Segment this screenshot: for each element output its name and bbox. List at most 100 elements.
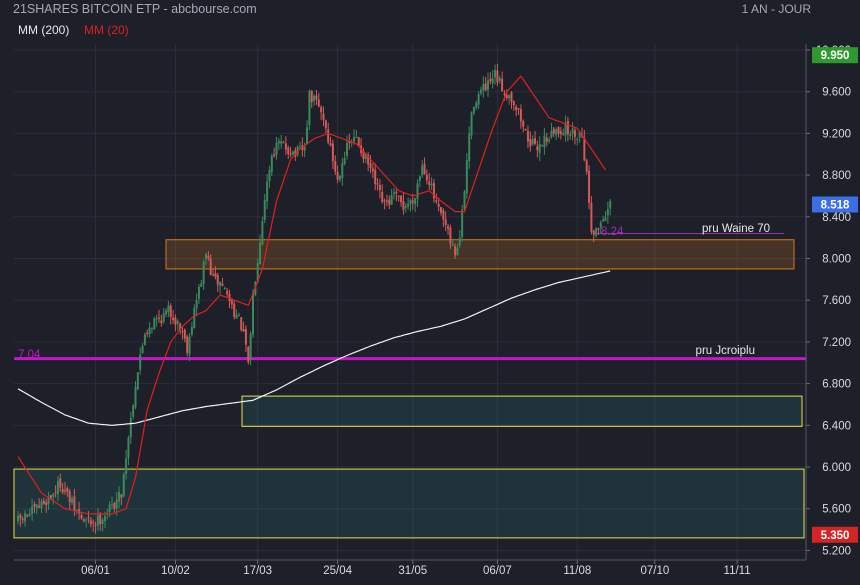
- candle-body: [282, 142, 285, 144]
- candle-body: [505, 95, 508, 99]
- candle-body: [306, 127, 309, 145]
- candle-body: [183, 329, 186, 339]
- candle-body: [64, 490, 66, 492]
- candle-body: [336, 171, 339, 180]
- candle-body: [404, 206, 407, 208]
- candle-body: [548, 139, 551, 142]
- y-tick-label: 9.200: [822, 128, 851, 140]
- candle-body: [477, 94, 480, 105]
- candle-body: [322, 113, 325, 120]
- candle-body: [259, 242, 262, 265]
- candle-body: [369, 163, 372, 169]
- candle-body: [494, 69, 497, 78]
- candle-body: [425, 174, 428, 181]
- candle-body: [197, 286, 200, 299]
- candle-body: [19, 515, 22, 519]
- candle-body: [275, 142, 278, 156]
- candle-body: [400, 195, 403, 203]
- candle-body: [21, 518, 24, 520]
- candle-body: [531, 138, 534, 145]
- horizontal-line-layer: [14, 232, 806, 361]
- candle-body: [280, 141, 283, 144]
- x-tick-label: 06/07: [483, 565, 512, 577]
- candle-body: [517, 108, 520, 110]
- candle-body: [597, 228, 600, 230]
- candle-body: [557, 127, 560, 134]
- candle-body: [428, 181, 431, 186]
- candle-body: [165, 310, 168, 315]
- candle-body: [56, 480, 59, 495]
- candle-body: [604, 217, 607, 221]
- candle-body: [125, 458, 128, 475]
- candle-body: [317, 99, 320, 107]
- y-tick-label: 6.000: [822, 462, 851, 474]
- candle-body: [38, 505, 41, 508]
- badge-last-text: 8.518: [821, 199, 850, 211]
- candle-body: [89, 519, 92, 525]
- y-tick-label: 6.400: [822, 420, 851, 432]
- candle-body: [592, 230, 595, 235]
- candle-body: [212, 274, 215, 276]
- badge-high-text: 9.950: [821, 50, 850, 62]
- candle-body: [167, 305, 170, 313]
- candle-body: [588, 170, 591, 203]
- candle-body: [559, 131, 562, 135]
- candle-body: [296, 146, 299, 155]
- candle-body: [115, 499, 118, 509]
- candle-body: [129, 418, 132, 438]
- candle-body: [538, 143, 541, 153]
- candle-body: [263, 199, 266, 220]
- candle-body: [444, 219, 447, 225]
- candle-body: [562, 133, 565, 136]
- candle-body: [545, 137, 548, 142]
- candle-body: [122, 474, 125, 497]
- candle-body: [357, 137, 360, 146]
- candle-body: [367, 154, 370, 165]
- candle-body: [512, 100, 515, 106]
- candle-body: [329, 143, 332, 146]
- candle-body: [111, 504, 113, 506]
- candle-body: [186, 336, 189, 353]
- candle-body: [120, 494, 123, 498]
- candle-body: [80, 514, 83, 519]
- candle-body: [393, 192, 395, 194]
- candle-body: [414, 198, 417, 205]
- candle-body: [92, 522, 95, 524]
- candle-body: [315, 95, 318, 100]
- candles: [17, 63, 612, 534]
- candle-body: [432, 182, 435, 199]
- candle-body: [482, 84, 485, 91]
- candle-body: [583, 137, 586, 161]
- ma200-line: [17, 270, 611, 426]
- candle-body: [421, 165, 424, 176]
- candle-body: [475, 103, 478, 108]
- x-tick-label: 31/05: [398, 565, 427, 577]
- candle-body: [541, 145, 544, 147]
- candle-body: [327, 129, 330, 143]
- candle-body: [242, 329, 245, 332]
- candle-body: [346, 143, 348, 156]
- candle-body: [423, 163, 426, 175]
- chart-title: 21SHARES BITCOIN ETP - abcbourse.com: [13, 2, 257, 16]
- candle-body: [244, 328, 247, 345]
- candle-body: [602, 219, 605, 222]
- candle-body: [599, 222, 602, 228]
- candle-body: [261, 221, 264, 245]
- candle-body: [179, 323, 182, 331]
- candle-body: [364, 153, 367, 159]
- candle-body: [320, 107, 323, 113]
- moving-averages: [17, 75, 611, 515]
- candle-body: [59, 478, 62, 488]
- x-tick-label: 25/04: [323, 565, 352, 577]
- candle-body: [268, 170, 271, 182]
- candle-body: [200, 283, 203, 287]
- candle-body: [555, 129, 558, 135]
- candle-body: [543, 135, 546, 148]
- candle-body: [228, 293, 231, 302]
- candle-body: [195, 300, 198, 309]
- candle-body: [451, 244, 454, 247]
- badge-low-bg: [812, 526, 858, 543]
- candle-body: [385, 200, 388, 202]
- candle-body: [33, 504, 36, 507]
